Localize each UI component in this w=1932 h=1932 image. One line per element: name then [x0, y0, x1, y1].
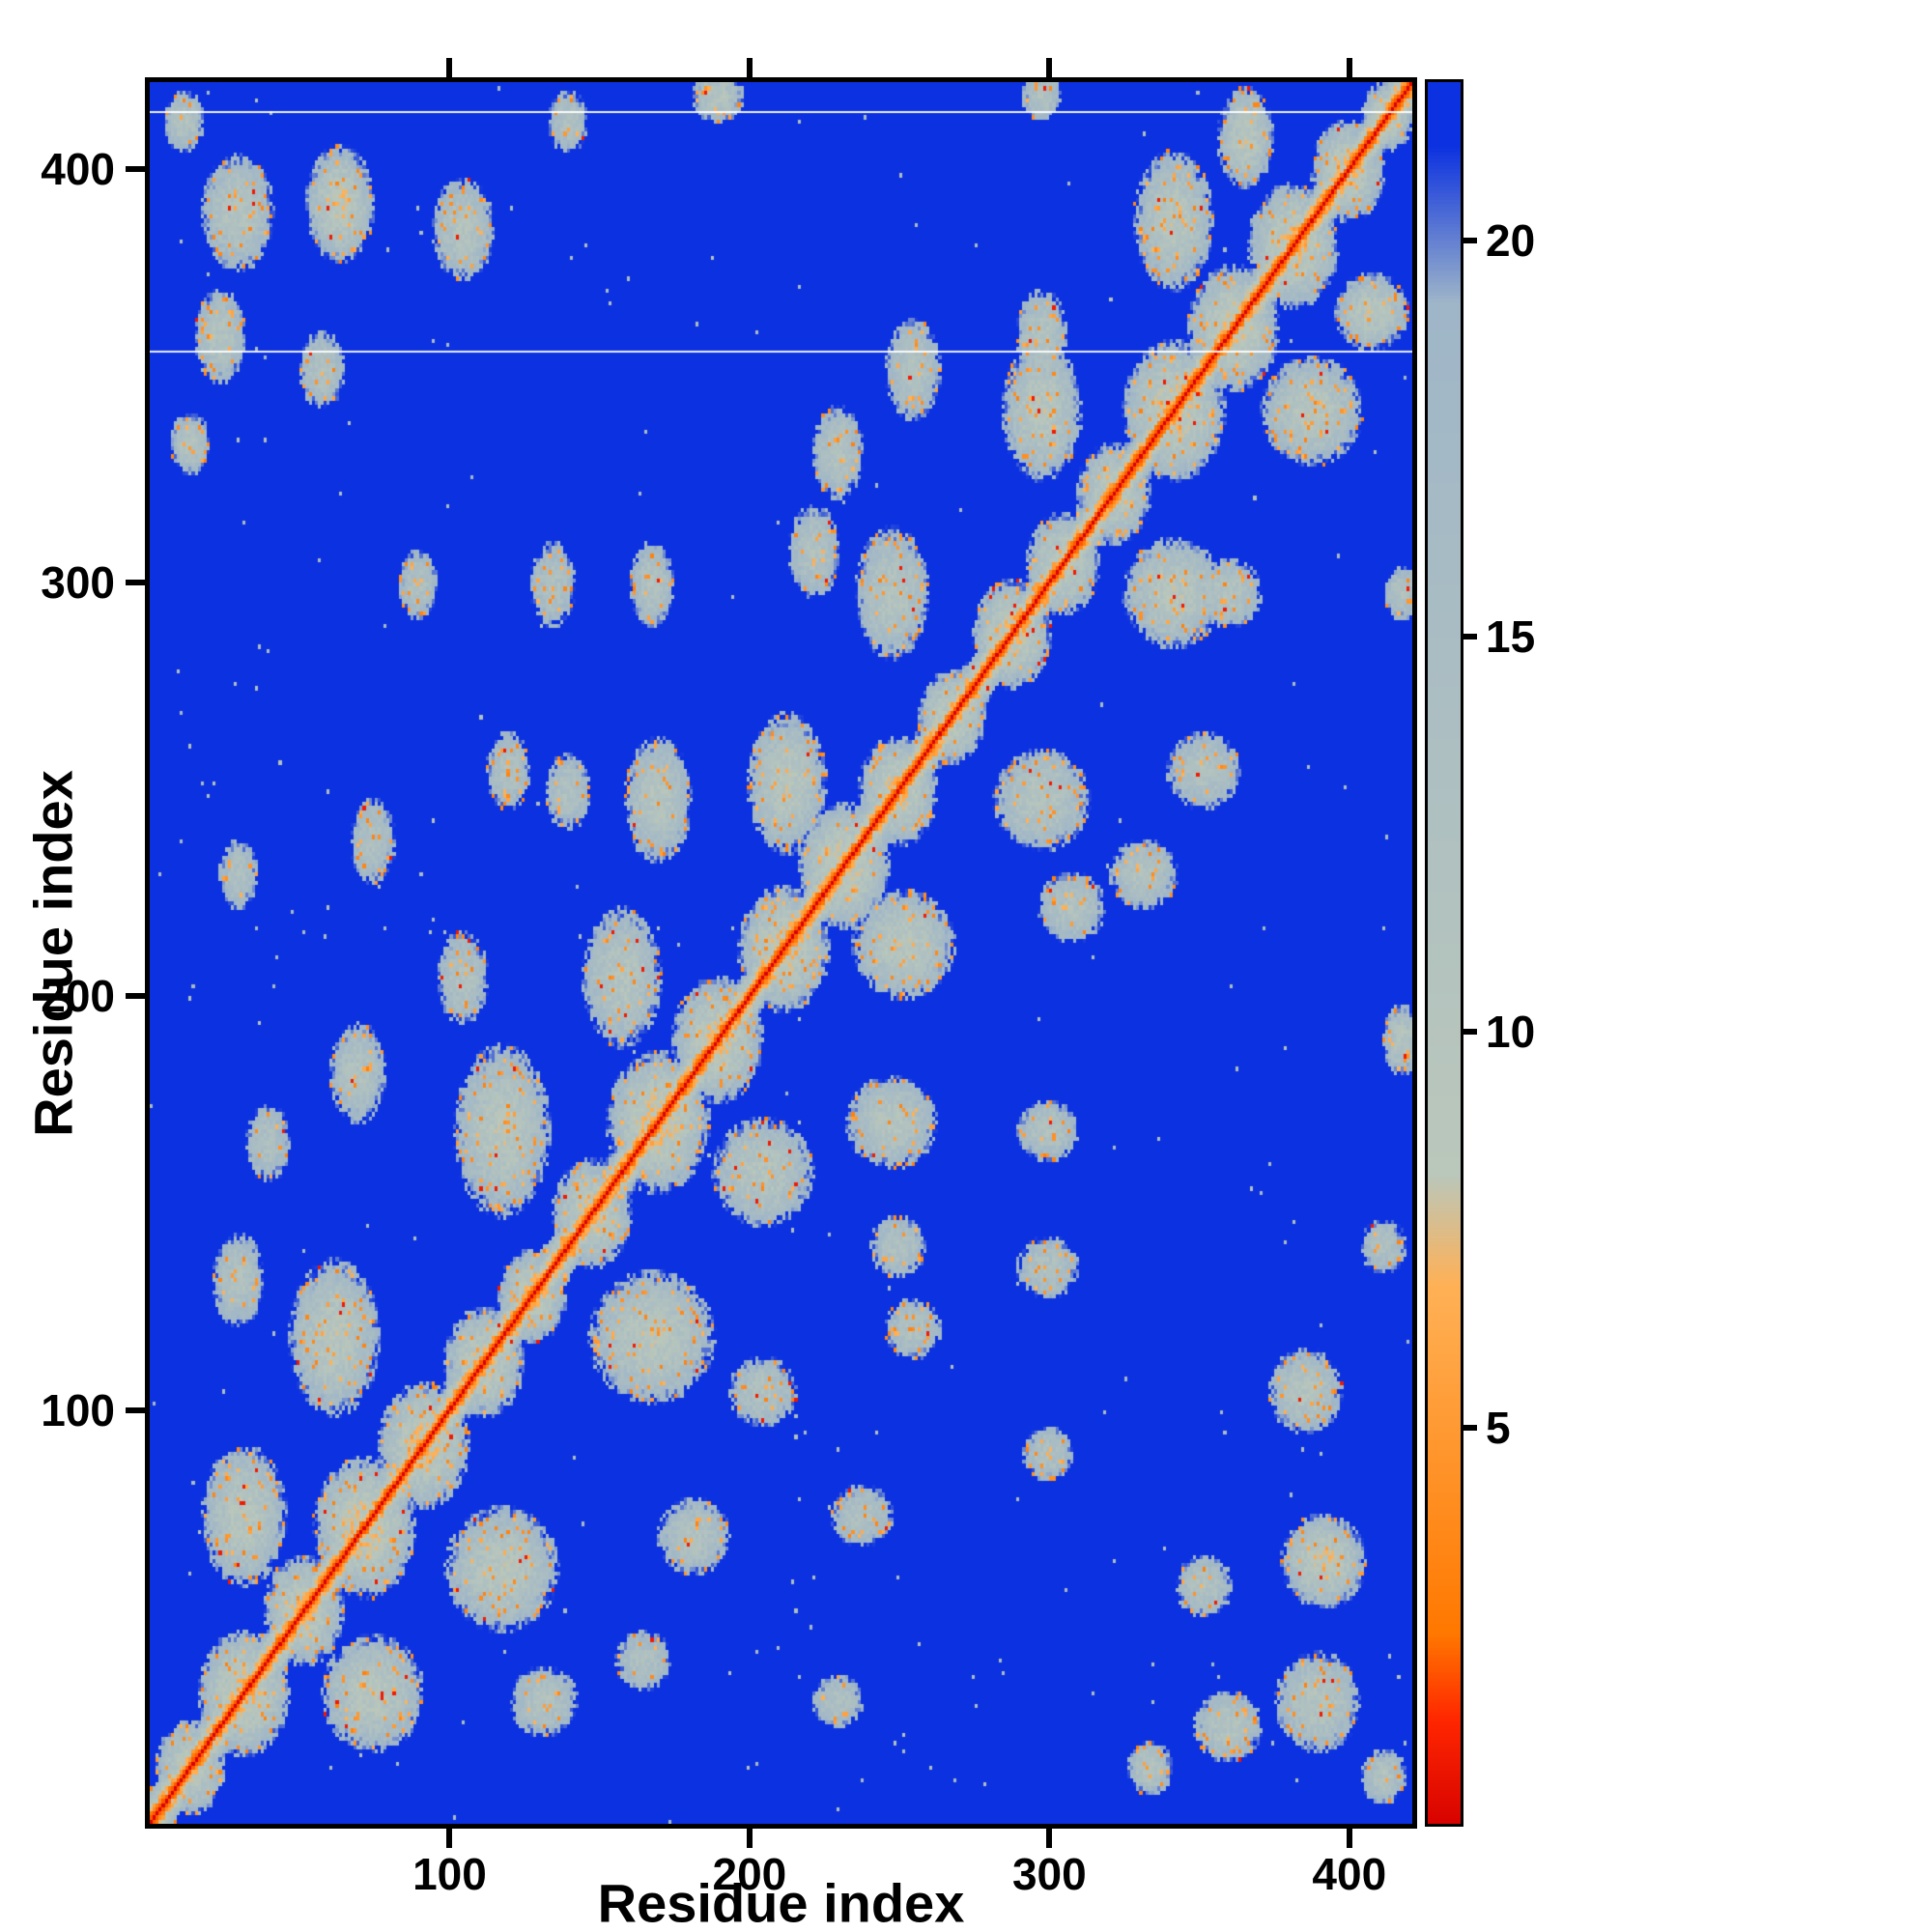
- y-tick-label: 200: [41, 971, 115, 1022]
- x-tick-mark-top: [1346, 58, 1352, 77]
- y-tick-mark: [126, 580, 145, 586]
- plot-border: [145, 77, 1417, 1829]
- colorbar-tick-label: 5: [1486, 1403, 1511, 1454]
- x-axis-label: Residue index: [597, 1872, 965, 1932]
- y-tick-label: 100: [41, 1384, 115, 1435]
- x-tick-mark-top: [446, 58, 453, 77]
- x-tick-label: 100: [412, 1849, 487, 1899]
- y-tick-label: 400: [41, 143, 115, 194]
- colorbar-tick-mark: [1463, 633, 1477, 639]
- x-tick-label: 400: [1312, 1849, 1387, 1899]
- y-tick-label: 300: [41, 557, 115, 609]
- x-tick-mark-top: [746, 58, 753, 77]
- colorbar-tick-mark: [1463, 237, 1477, 243]
- x-tick-mark: [1046, 1829, 1053, 1848]
- x-tick-label: 200: [712, 1849, 787, 1899]
- x-tick-label: 300: [1011, 1849, 1087, 1899]
- contact-map-heatmap: [150, 82, 1412, 1824]
- colorbar: [1428, 82, 1461, 1824]
- colorbar-tick-mark: [1463, 1029, 1477, 1036]
- x-tick-mark: [746, 1829, 753, 1848]
- colorbar-border: [1425, 79, 1463, 1827]
- colorbar-tick-mark: [1463, 1425, 1477, 1432]
- x-tick-mark: [1346, 1829, 1352, 1848]
- y-tick-mark: [126, 993, 145, 1000]
- colorbar-tick-label: 10: [1486, 1007, 1536, 1058]
- colorbar-tick-label: 20: [1486, 214, 1536, 266]
- y-axis-label: Residue index: [22, 769, 84, 1137]
- y-tick-mark: [126, 165, 145, 172]
- x-tick-mark: [446, 1829, 453, 1848]
- y-tick-mark: [126, 1406, 145, 1413]
- colorbar-tick-label: 15: [1486, 611, 1536, 662]
- x-tick-mark-top: [1046, 58, 1053, 77]
